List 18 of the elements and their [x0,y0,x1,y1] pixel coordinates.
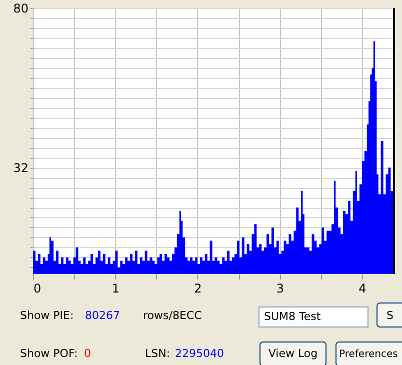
x-tick-label: 0 [34,282,42,296]
text: LSN: [145,347,170,360]
text: Show POF: [20,347,78,360]
text: View Log [268,347,318,360]
x-tick-label: 1 [112,282,120,296]
text: Preferences [339,349,398,360]
text: 2295040 [175,347,224,360]
text: 80267 [85,309,120,322]
x-tick-label: 2 [194,282,202,296]
text: SUM8 Test [264,310,322,323]
text: S [386,309,394,322]
y-tick-label: 80 [13,2,28,16]
x-tick-label: 3 [276,282,284,296]
text: rows/8ECC [143,309,202,322]
text: 0 [84,347,91,360]
text: Show PIE: [20,309,74,322]
y-tick-label: 32 [13,161,28,176]
x-tick-label: 4 [358,282,366,296]
